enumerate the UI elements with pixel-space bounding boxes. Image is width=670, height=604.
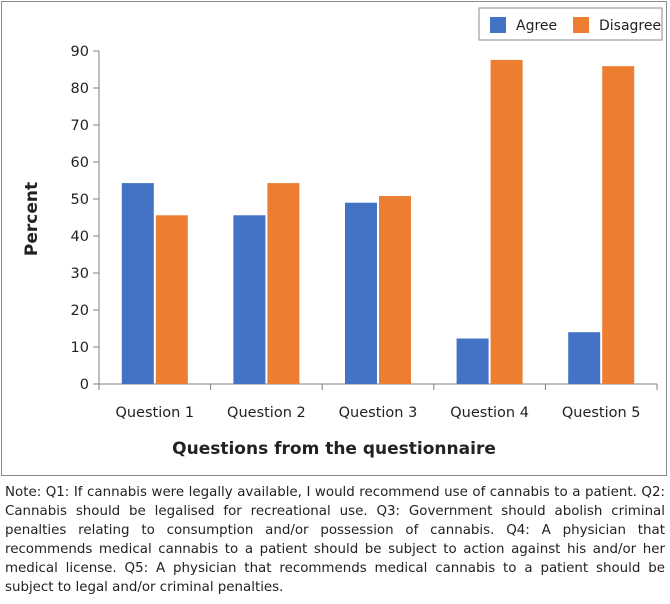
bar-agree-3	[345, 202, 377, 384]
bar-disagree-5	[602, 66, 635, 385]
bar-disagree-2	[267, 183, 300, 384]
y-tick-label: 20	[71, 303, 89, 319]
y-tick-label: 0	[80, 377, 89, 393]
bar-agree-2	[233, 215, 266, 384]
y-tick-label: 30	[71, 266, 89, 282]
y-tick-label: 50	[71, 192, 89, 208]
x-tick-label: Question 1	[115, 405, 194, 421]
bar-agree-5	[568, 332, 601, 384]
bar-agree-1	[121, 183, 154, 384]
x-tick-label: Question 5	[562, 405, 641, 421]
figure-note: Note: Q1: If cannabis were legally avail…	[5, 485, 665, 595]
bar-disagree-3	[379, 196, 411, 384]
x-tick-label: Question 4	[450, 405, 529, 421]
bar-disagree-1	[155, 215, 188, 384]
legend-swatch-agree	[490, 17, 506, 33]
chart-frame: Percent Questions from the questionnaire…	[1, 1, 667, 476]
y-tick-label: 40	[71, 229, 89, 245]
y-tick-label: 10	[71, 340, 89, 356]
x-tick-label: Question 2	[227, 405, 306, 421]
x-axis-label: Questions from the questionnaire	[172, 439, 496, 459]
legend-swatch-disagree	[573, 17, 589, 33]
y-tick-label: 80	[71, 81, 89, 97]
bar-agree-4	[456, 338, 489, 384]
legend-box	[478, 7, 663, 41]
bar-chart: Percent Questions from the questionnaire…	[22, 7, 663, 459]
y-tick-label: 70	[71, 118, 89, 134]
x-tick-label: Question 3	[339, 405, 418, 421]
legend-label-agree: Agree	[516, 18, 557, 34]
legend-label-disagree: Disagree	[599, 18, 661, 34]
y-axis-label: Percent	[22, 182, 42, 256]
bar-disagree-4	[490, 59, 523, 384]
y-tick-label: 60	[71, 155, 89, 171]
y-tick-label: 90	[71, 44, 89, 60]
